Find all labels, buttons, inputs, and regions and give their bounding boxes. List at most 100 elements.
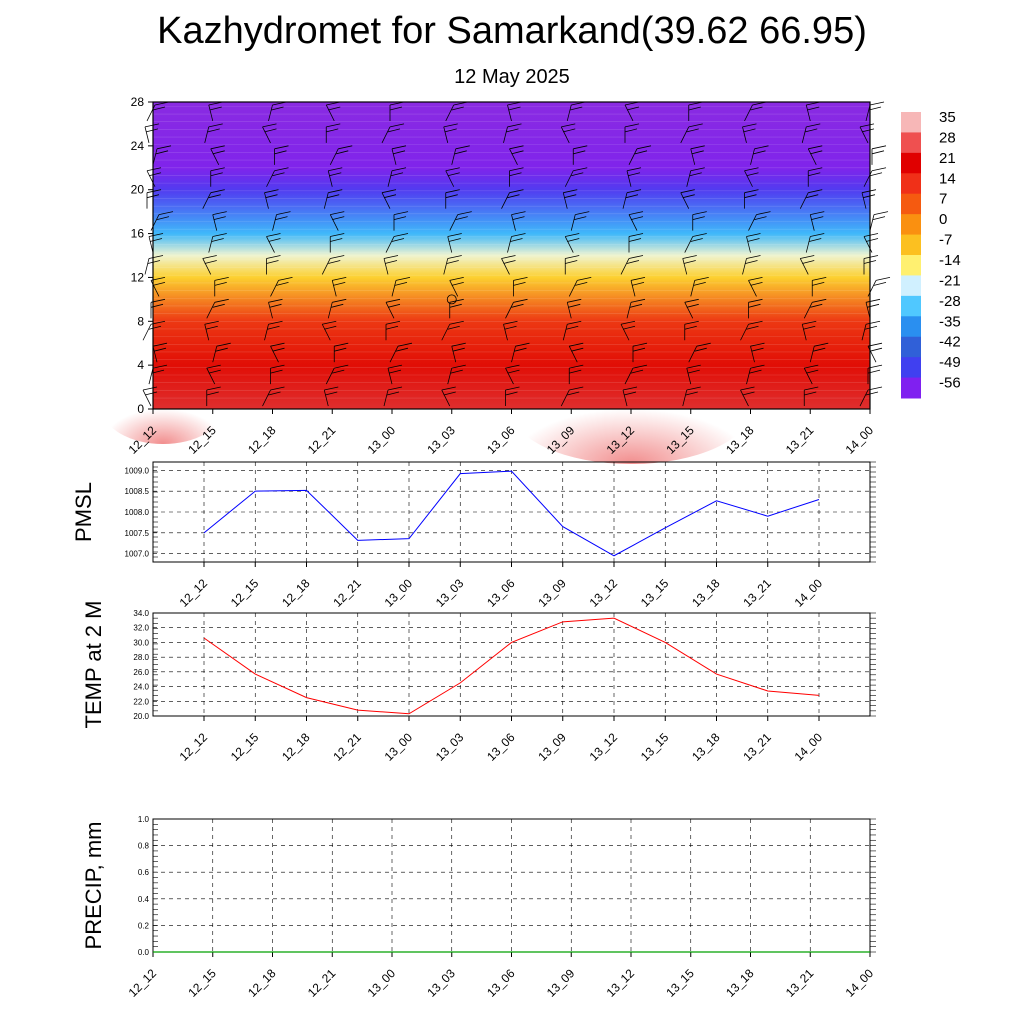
wind-barb-flag — [393, 216, 407, 220]
y-tick-label: 0 — [137, 402, 144, 416]
wind-barb-flag — [690, 167, 705, 172]
wind-barb-flag — [872, 216, 886, 220]
wind-barb-staff — [509, 148, 518, 166]
x-tick-label: 12_21 — [305, 966, 339, 1000]
wind-barb-flag — [567, 298, 582, 303]
x-tick-label: 13_03 — [433, 730, 467, 764]
colorbar-label: 14 — [939, 170, 956, 187]
wind-barb-staff — [152, 346, 158, 363]
wind-barb-staff — [803, 367, 813, 385]
wind-barb-flag — [332, 369, 345, 374]
wind-barb-flag — [865, 391, 879, 396]
x-tick-label: 12_15 — [185, 966, 219, 1000]
x-tick-label: 12_21 — [330, 576, 364, 610]
wind-barb-flag — [214, 298, 229, 303]
wind-barb-flag — [210, 167, 225, 172]
wind-barb-flag — [630, 277, 646, 281]
wind-barb-flag — [861, 128, 875, 133]
wind-barb-staff — [865, 302, 871, 319]
wind-barb-flag — [567, 238, 580, 242]
wind-barb-flag — [267, 325, 280, 330]
wind-barb-flag — [810, 150, 823, 155]
wind-barb-flag — [274, 150, 287, 155]
wind-barb-flag — [684, 325, 697, 330]
x-tick-label: 12_18 — [245, 966, 279, 1000]
colorbar-swatch — [901, 214, 921, 236]
wind-barb-flag — [810, 233, 825, 237]
wind-barb-staff — [264, 192, 269, 209]
x-tick-label: 13_00 — [365, 966, 399, 1000]
wind-barb-flag — [756, 211, 771, 215]
wind-barb-staff — [568, 280, 578, 297]
wind-barb-flag — [148, 255, 164, 259]
wind-barb-staff — [208, 104, 214, 122]
x-tick-label: 13_21 — [740, 576, 774, 610]
wind-barb-flag — [804, 364, 819, 369]
wind-barb-staff — [451, 346, 457, 363]
x-tick-label: 14_00 — [792, 730, 826, 764]
wind-barb-staff — [566, 302, 572, 319]
wind-barb-staff — [505, 302, 514, 319]
wind-barb-flag — [810, 211, 825, 215]
y-tick-label: 1007.0 — [125, 550, 150, 559]
wind-barb-flag — [630, 369, 644, 374]
wind-barb-staff — [861, 324, 867, 341]
wind-barb-flag — [325, 391, 338, 396]
wind-barb-flag — [574, 216, 587, 220]
wind-barb-staff — [503, 126, 508, 143]
wind-barb-flag — [149, 238, 163, 242]
wind-barb-flag — [447, 172, 460, 177]
wind-barb-flag — [514, 347, 527, 352]
wind-barb-staff — [441, 324, 451, 341]
wind-barb-staff — [331, 280, 337, 297]
wind-barb-flag — [690, 145, 705, 150]
wind-barb-flag — [693, 282, 706, 286]
wind-barb-staff — [210, 148, 220, 166]
wind-barb-staff — [327, 302, 333, 319]
wind-barb-flag — [753, 150, 766, 155]
wind-barb-staff — [626, 170, 632, 187]
colorbar-label: 7 — [939, 191, 947, 208]
wind-barb-flag — [814, 342, 829, 347]
wind-barb-flag — [631, 282, 645, 286]
wind-barb-flag — [687, 369, 700, 374]
wind-barb-flag — [744, 194, 757, 199]
wind-barb-staff — [740, 324, 749, 341]
wind-barb-flag — [807, 106, 820, 111]
x-tick-label: 13_06 — [484, 423, 518, 457]
wind-barb-flag — [445, 189, 460, 194]
wind-barb-flag — [805, 128, 818, 133]
wind-barb-flag — [451, 342, 466, 347]
y-axis-label: TEMP at 2 M — [81, 601, 106, 729]
wind-barb-flag — [447, 255, 462, 259]
wind-barb-flag — [214, 277, 229, 281]
wind-barb-flag — [216, 342, 231, 347]
colorbar-swatch — [901, 173, 921, 195]
wind-barb-staff — [620, 258, 630, 275]
x-tick-label: 13_09 — [544, 966, 578, 1000]
wind-barb-staff — [383, 258, 389, 275]
wind-barb-staff — [329, 214, 339, 231]
wind-barb-staff — [146, 104, 156, 122]
wind-barb-staff — [148, 368, 154, 385]
wind-barb-staff — [865, 104, 871, 122]
wind-barb-flag — [206, 364, 221, 369]
wind-barb-flag — [568, 303, 581, 308]
y-tick-label: 1009.0 — [125, 466, 150, 475]
wind-barb-staff — [744, 170, 753, 187]
wind-barb-flag — [507, 123, 522, 128]
x-tick-label: 13_03 — [424, 966, 458, 1000]
wind-barb-flag — [450, 369, 463, 374]
colorbar-swatch — [901, 316, 921, 338]
wind-barb-flag — [754, 145, 769, 150]
wind-barb-flag — [268, 320, 283, 325]
wind-barb-flag — [330, 211, 345, 215]
wind-barb-flag — [326, 123, 341, 128]
wind-barb-flag — [389, 106, 403, 111]
wind-barb-flag — [276, 211, 291, 215]
x-tick-label: 14_00 — [792, 576, 826, 610]
wind-barb-staff — [568, 345, 578, 363]
wind-barb-flag — [510, 238, 523, 242]
colorbar-label: -7 — [939, 232, 952, 249]
wind-barb-flag — [746, 172, 759, 177]
